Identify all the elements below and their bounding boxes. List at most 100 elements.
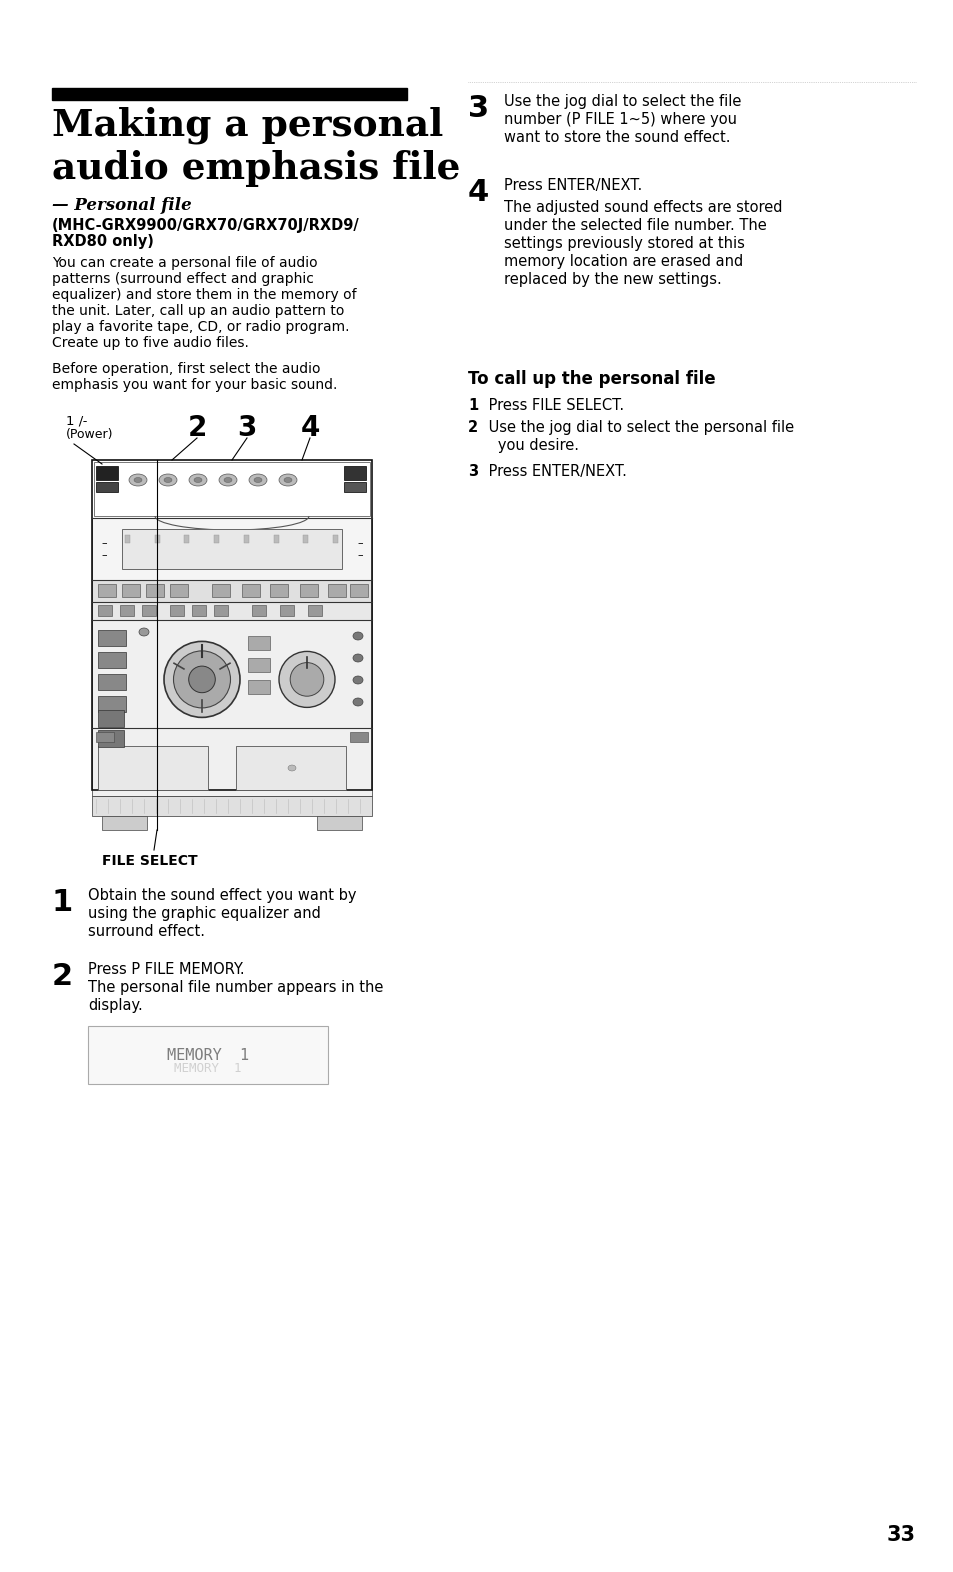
Ellipse shape bbox=[288, 766, 295, 770]
Text: play a favorite tape, CD, or radio program.: play a favorite tape, CD, or radio progr… bbox=[52, 321, 349, 333]
Text: display.: display. bbox=[88, 998, 143, 1012]
Ellipse shape bbox=[278, 475, 296, 486]
Bar bbox=[235, 747, 346, 791]
Ellipse shape bbox=[253, 478, 262, 483]
Ellipse shape bbox=[224, 478, 232, 483]
Bar bbox=[88, 1027, 328, 1085]
Bar bbox=[308, 605, 322, 616]
Text: patterns (surround effect and graphic: patterns (surround effect and graphic bbox=[52, 272, 314, 286]
Bar bbox=[244, 534, 249, 542]
Bar bbox=[280, 605, 294, 616]
Text: MEMORY  1: MEMORY 1 bbox=[174, 1061, 241, 1075]
Text: want to store the sound effect.: want to store the sound effect. bbox=[503, 130, 730, 145]
Text: To call up the personal file: To call up the personal file bbox=[468, 369, 715, 388]
Ellipse shape bbox=[129, 475, 147, 486]
Bar bbox=[91, 519, 372, 580]
Bar bbox=[344, 483, 366, 492]
Bar bbox=[184, 534, 190, 542]
Text: — Personal file: — Personal file bbox=[52, 196, 192, 214]
Text: 1: 1 bbox=[468, 398, 477, 413]
Bar bbox=[98, 585, 116, 597]
Text: Press FILE SELECT.: Press FILE SELECT. bbox=[483, 398, 623, 413]
Bar bbox=[170, 585, 188, 597]
Bar bbox=[98, 711, 124, 726]
Bar bbox=[91, 728, 372, 795]
Text: RXD80 only): RXD80 only) bbox=[52, 234, 153, 248]
Text: 33: 33 bbox=[886, 1525, 915, 1545]
Bar bbox=[91, 602, 372, 619]
Bar bbox=[316, 816, 361, 830]
Ellipse shape bbox=[159, 475, 177, 486]
Bar bbox=[192, 605, 206, 616]
Ellipse shape bbox=[353, 632, 363, 640]
Ellipse shape bbox=[284, 478, 292, 483]
Bar bbox=[94, 462, 370, 516]
Bar bbox=[96, 483, 118, 492]
Ellipse shape bbox=[278, 651, 335, 707]
Text: The adjusted sound effects are stored: The adjusted sound effects are stored bbox=[503, 200, 781, 215]
Text: 2: 2 bbox=[187, 413, 207, 442]
Bar bbox=[274, 534, 278, 542]
Bar bbox=[91, 795, 372, 816]
Bar bbox=[91, 619, 372, 728]
Text: under the selected file number. The: under the selected file number. The bbox=[503, 219, 766, 233]
Ellipse shape bbox=[249, 475, 267, 486]
Text: You can create a personal file of audio: You can create a personal file of audio bbox=[52, 256, 317, 270]
Bar bbox=[170, 605, 184, 616]
Text: MEMORY  1: MEMORY 1 bbox=[167, 1047, 249, 1063]
Ellipse shape bbox=[173, 651, 231, 707]
Bar bbox=[98, 696, 126, 712]
Bar bbox=[98, 605, 112, 616]
Ellipse shape bbox=[353, 676, 363, 684]
Bar bbox=[344, 465, 366, 479]
Ellipse shape bbox=[290, 663, 323, 696]
Bar bbox=[91, 461, 372, 791]
Text: 3: 3 bbox=[468, 94, 489, 123]
Bar bbox=[125, 534, 130, 542]
Bar bbox=[98, 674, 126, 690]
Bar bbox=[328, 585, 346, 597]
Text: replaced by the new settings.: replaced by the new settings. bbox=[503, 272, 721, 288]
Text: Before operation, first select the audio: Before operation, first select the audio bbox=[52, 362, 320, 376]
Ellipse shape bbox=[164, 478, 172, 483]
Text: 1 / ̵: 1 / ̵ bbox=[66, 413, 88, 428]
Bar bbox=[299, 585, 317, 597]
Ellipse shape bbox=[353, 698, 363, 706]
Text: The personal file number appears in the: The personal file number appears in the bbox=[88, 979, 383, 995]
Bar bbox=[350, 585, 368, 597]
Bar bbox=[242, 585, 260, 597]
Text: –
–: – – bbox=[356, 538, 362, 560]
Ellipse shape bbox=[133, 478, 142, 483]
Bar bbox=[248, 659, 270, 671]
Text: 3: 3 bbox=[237, 413, 256, 442]
Bar bbox=[98, 652, 126, 668]
Ellipse shape bbox=[189, 475, 207, 486]
Text: Press ENTER/NEXT.: Press ENTER/NEXT. bbox=[483, 464, 626, 479]
Bar bbox=[122, 530, 341, 569]
Text: 1: 1 bbox=[52, 888, 73, 916]
Text: settings previously stored at this: settings previously stored at this bbox=[503, 236, 744, 252]
Text: –
–: – – bbox=[101, 538, 107, 560]
Text: you desire.: you desire. bbox=[483, 439, 578, 453]
Text: Press ENTER/NEXT.: Press ENTER/NEXT. bbox=[503, 178, 641, 193]
Ellipse shape bbox=[164, 641, 240, 717]
Bar bbox=[248, 637, 270, 649]
Bar bbox=[213, 534, 219, 542]
Bar bbox=[270, 585, 288, 597]
Bar bbox=[98, 747, 208, 791]
Ellipse shape bbox=[189, 667, 215, 693]
Bar bbox=[96, 465, 118, 479]
Text: 2: 2 bbox=[52, 962, 73, 990]
Bar bbox=[212, 585, 230, 597]
Ellipse shape bbox=[219, 475, 236, 486]
Text: 4: 4 bbox=[468, 178, 489, 208]
Bar bbox=[52, 88, 407, 101]
Text: number (P FILE 1~5) where you: number (P FILE 1~5) where you bbox=[503, 112, 737, 127]
Ellipse shape bbox=[193, 478, 202, 483]
Bar bbox=[350, 733, 368, 742]
Bar bbox=[98, 630, 126, 646]
Text: audio emphasis file: audio emphasis file bbox=[52, 149, 460, 187]
Bar bbox=[248, 681, 270, 693]
Text: using the graphic equalizer and: using the graphic equalizer and bbox=[88, 905, 320, 921]
Text: 4: 4 bbox=[300, 413, 319, 442]
